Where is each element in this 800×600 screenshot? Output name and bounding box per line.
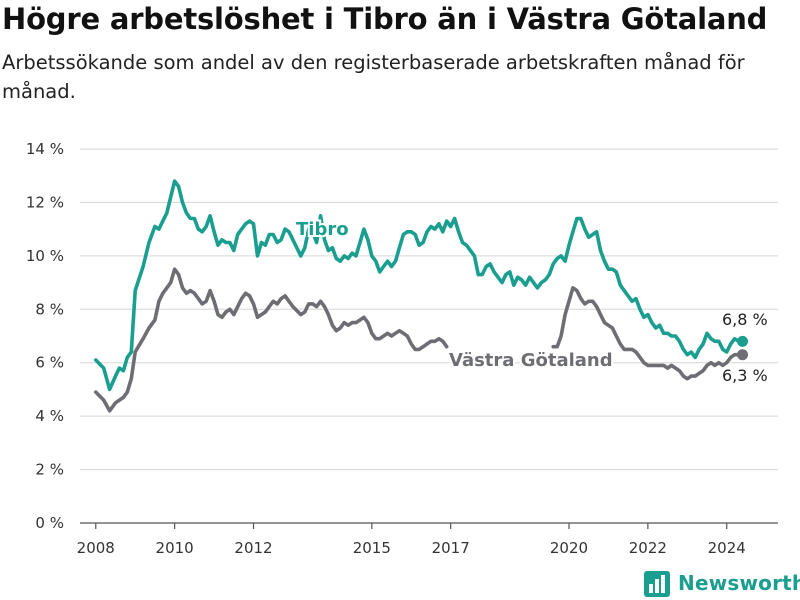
chart-title: Högre arbetslöshet i Tibro än i Västra G… (2, 2, 768, 36)
newsworthy-brand[interactable]: Newsworthy (644, 568, 800, 598)
y-tick-label: 12 % (26, 193, 64, 211)
end-label-tibro: 6,8 % (722, 310, 768, 329)
x-tick-label: 2012 (234, 539, 272, 557)
y-tick-label: 0 % (35, 514, 64, 532)
series-lines (94, 179, 749, 413)
x-tick-label: 2017 (432, 539, 470, 557)
y-tick-label: 4 % (35, 407, 64, 425)
x-tick-label: 2015 (353, 539, 391, 557)
end-label-vastra-gotaland: 6,3 % (722, 366, 768, 385)
x-tick-label: 2008 (77, 539, 115, 557)
x-tick-label: 2024 (708, 539, 746, 557)
series-label-vastra-gotaland: Västra Götaland (449, 350, 613, 371)
gridlines (80, 148, 778, 524)
annotations: Tibro Västra Götaland 6,8 % 6,3 % (294, 217, 768, 385)
series-label-tibro: Tibro (296, 219, 349, 240)
x-axis: 2008 2010 2012 2015 2017 2020 2022 2024 (77, 522, 778, 557)
y-tick-label: 8 % (35, 300, 64, 318)
end-point-vastra-gotaland (737, 349, 749, 361)
series-line-tibro (94, 179, 745, 392)
series-line-vastra-gotaland (551, 286, 745, 381)
series-line-vastra-gotaland (94, 267, 449, 413)
x-tick-label: 2010 (156, 539, 194, 557)
x-tick-label: 2020 (550, 539, 588, 557)
y-tick-label: 6 % (35, 354, 64, 372)
y-tick-label: 2 % (35, 461, 64, 479)
brand-name: Newsworthy (678, 571, 800, 595)
end-point-tibro (737, 335, 749, 347)
y-axis: 0 % 2 % 4 % 6 % 8 % 10 % 12 % 14 % (26, 140, 64, 532)
bar-chart-logo-icon (644, 571, 670, 597)
y-tick-label: 10 % (26, 247, 64, 265)
chart-subtitle: Arbetssökande som andel av den registerb… (2, 51, 745, 103)
y-tick-label: 14 % (26, 140, 64, 158)
x-tick-label: 2022 (629, 539, 667, 557)
